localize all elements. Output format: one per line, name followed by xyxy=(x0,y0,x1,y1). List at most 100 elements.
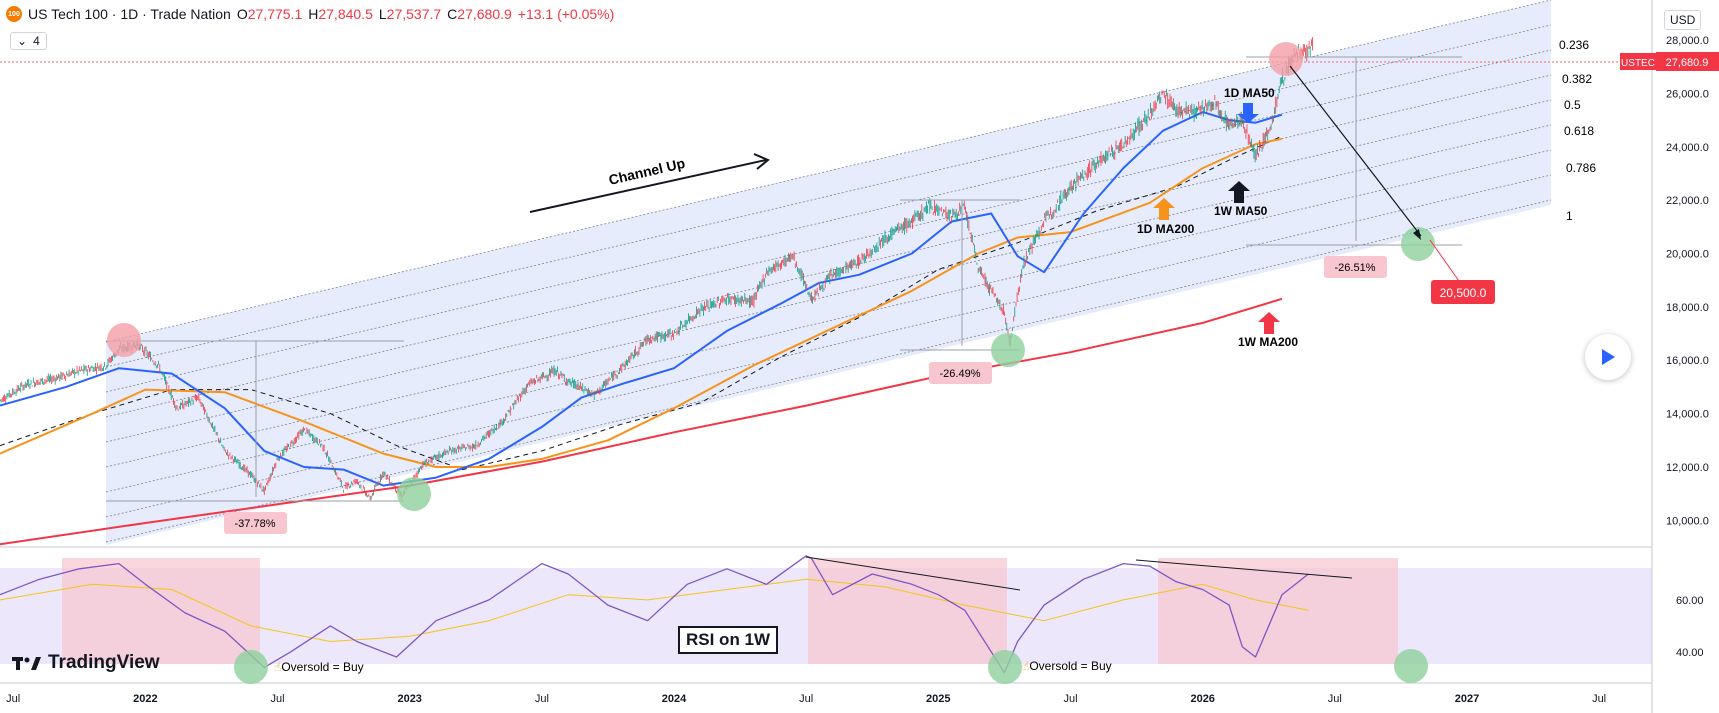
series-1w-ma50 xyxy=(0,135,1283,471)
drawdown-label: -26.51% xyxy=(1335,262,1376,274)
series-rsi-ma xyxy=(0,578,1309,642)
x-tick-label: 2022 xyxy=(133,693,157,705)
play-icon xyxy=(1602,349,1615,365)
y-tick-label: 24,000.0 xyxy=(1666,142,1709,154)
x-tick-label: Jul xyxy=(799,693,813,705)
x-tick-label: Jul xyxy=(270,693,284,705)
channel-line xyxy=(105,149,1552,493)
y-tick-label: 22,000.0 xyxy=(1666,195,1709,207)
x-tick-label: 2023 xyxy=(397,693,421,705)
high-label: H xyxy=(308,6,319,22)
rsi-divergence-2 xyxy=(1135,559,1353,579)
arrow-1d-ma200 xyxy=(1153,198,1175,220)
rsi-circle xyxy=(988,650,1022,684)
label-1d-ma200: 1D MA200 xyxy=(1137,222,1195,236)
rsi-circle xyxy=(234,650,268,684)
bottom-circle-2022 xyxy=(397,477,431,511)
channel-line xyxy=(105,99,1552,443)
last-price-tag xyxy=(1656,52,1719,71)
channel-line xyxy=(105,124,1552,468)
measure-2022 xyxy=(106,340,404,502)
symbol-tag-label: USTEC xyxy=(1621,58,1655,69)
fib-level-label: 0.786 xyxy=(1566,161,1596,175)
arrow-1w-ma50 xyxy=(1228,181,1250,203)
channel-line xyxy=(105,49,1552,393)
fib-level-label: 0.236 xyxy=(1559,38,1589,52)
y-tick-label: 14,000.0 xyxy=(1666,409,1709,421)
target-pointer xyxy=(1429,239,1460,282)
high-value: 27,840.5 xyxy=(318,6,373,22)
close-value: 27,680.9 xyxy=(457,6,512,22)
tradingview-logo[interactable]: TradingView xyxy=(12,652,160,674)
low-label: L xyxy=(378,6,387,22)
rsi-circle xyxy=(1394,649,1428,683)
low-value: 27,537.7 xyxy=(386,6,442,22)
y-tick-label: 26,000.0 xyxy=(1666,88,1709,100)
y-tick-label: 20,000.0 xyxy=(1666,249,1709,261)
rsi-tick-label: 40.00 xyxy=(1676,647,1704,659)
rsi-divergence-1 xyxy=(805,556,1021,591)
symbol-header: 100 US Tech 100 · 1D · Trade Nation O27,… xyxy=(6,6,614,22)
drawdown-badge xyxy=(929,362,992,384)
change-value: +13.1 (+0.05%) xyxy=(517,6,615,22)
y-tick-label: 12,000.0 xyxy=(1666,462,1709,474)
top-circle-2026 xyxy=(1269,42,1303,76)
series-1w-ma200 xyxy=(0,297,1283,546)
rsi-tick-label: 60.00 xyxy=(1676,595,1704,607)
y-tick-label: 10,000.0 xyxy=(1666,515,1709,527)
rsi-red-zone xyxy=(1158,558,1398,664)
y-tick-label: 18,000.0 xyxy=(1666,302,1709,314)
channel-line xyxy=(105,174,1552,518)
series-1d-ma50 xyxy=(0,111,1283,487)
indicator-count: 4 xyxy=(33,34,40,48)
oversold-label: ☝Oversold = Buy xyxy=(274,660,364,674)
last-price-label: 27,680.9 xyxy=(1666,57,1709,69)
channel-line xyxy=(105,24,1552,368)
label-1d-ma50: 1D MA50 xyxy=(1224,86,1275,100)
fib-level-label: 1 xyxy=(1566,209,1573,223)
channel-line xyxy=(105,199,1552,543)
target-circle xyxy=(1401,227,1435,261)
drawdown-badge xyxy=(1324,256,1387,278)
rsi-title: RSI on 1W xyxy=(678,626,779,654)
x-tick-label: 2026 xyxy=(1190,693,1214,705)
play-button[interactable] xyxy=(1585,334,1631,380)
drawdown-label: -26.49% xyxy=(940,368,981,380)
oversold-label: ☝Oversold = Buy xyxy=(1022,659,1112,673)
currency-button[interactable]: USD xyxy=(1664,10,1702,30)
x-tick-label: Jul xyxy=(1328,693,1342,705)
y-tick-label: 28,000.0 xyxy=(1666,35,1709,47)
bottom-circle-2025 xyxy=(991,333,1025,367)
x-tick-label: Jul xyxy=(1063,693,1077,705)
channel-up-arrow xyxy=(529,159,767,213)
symbol-logo-icon: 100 xyxy=(6,6,22,22)
series-1d-ma200 xyxy=(0,137,1283,468)
target-price-tag xyxy=(1431,280,1495,304)
fib-level-label: 0.382 xyxy=(1562,72,1592,86)
arrow-1w-ma200 xyxy=(1258,312,1280,334)
label-1w-ma50: 1W MA50 xyxy=(1214,204,1268,218)
top-circle-2021 xyxy=(107,323,141,357)
x-tick-label: Jul xyxy=(535,693,549,705)
open-value: 27,775.1 xyxy=(247,6,303,22)
x-tick-label: 2024 xyxy=(662,693,687,705)
fib-level-label: 0.618 xyxy=(1564,124,1594,138)
channel-up-fill xyxy=(106,0,1551,545)
symbol-tag xyxy=(1620,53,1656,70)
rsi-red-zone xyxy=(62,558,260,664)
close-label: C xyxy=(447,6,458,22)
tradingview-logo-icon xyxy=(12,657,41,670)
x-tick-label: 2027 xyxy=(1455,693,1479,705)
drawdown-label: -37.78% xyxy=(235,518,276,530)
chevron-down-icon: ⌄ xyxy=(17,34,28,48)
target-price-label: 20,500.0 xyxy=(1440,286,1487,300)
label-1w-ma200: 1W MA200 xyxy=(1238,335,1298,349)
fib-level-label: 0.5 xyxy=(1564,98,1581,112)
x-tick-label: Jul xyxy=(6,693,20,705)
symbol-title[interactable]: US Tech 100 · 1D · Trade Nation xyxy=(28,6,231,22)
channel-line xyxy=(105,74,1552,418)
rsi-red-zone xyxy=(808,558,1007,664)
open-label: O xyxy=(236,6,248,22)
indicators-toggle[interactable]: ⌄ 4 xyxy=(10,32,47,50)
